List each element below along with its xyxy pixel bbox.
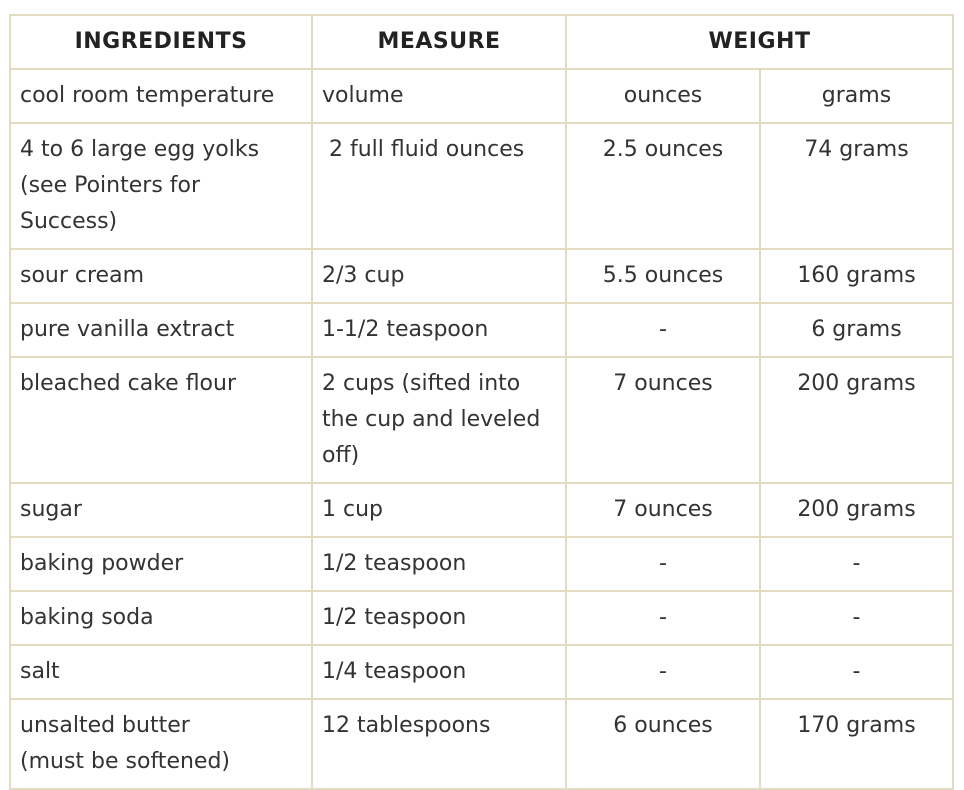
ingredient-cell: salt: [9, 644, 313, 700]
ingredient-cell: bleached cake flour: [9, 356, 313, 484]
subheader-ounces: ounces: [565, 68, 761, 124]
measure-cell: 1/4 teaspoon: [311, 644, 567, 700]
grams-cell: 170 grams: [759, 698, 954, 790]
measure-cell: 1/2 teaspoon: [311, 536, 567, 592]
measure-text: 1/4 teaspoon: [322, 659, 467, 684]
ingredients-table: INGREDIENTS MEASURE WEIGHT cool room tem…: [9, 14, 954, 790]
ingredient-cell: 4 to 6 large egg yolks (see Pointers for…: [9, 122, 313, 250]
ingredient-text: unsalted butter (must be softened): [20, 713, 230, 774]
grams-cell: -: [759, 590, 954, 646]
measure-cell: 12 tablespoons: [311, 698, 567, 790]
grams-cell: 200 grams: [759, 356, 954, 484]
header-measure: MEASURE: [311, 14, 567, 70]
ounces-cell: 2.5 ounces: [565, 122, 761, 250]
ingredient-text: 4 to 6 large egg yolks (see Pointers for…: [20, 137, 260, 234]
ounces-cell: -: [565, 590, 761, 646]
ingredient-text: sugar: [20, 497, 82, 522]
ingredient-text: bleached cake flour: [20, 371, 236, 396]
ingredient-cell: sour cream: [9, 248, 313, 304]
ingredient-text: salt: [20, 659, 60, 684]
table-row: 4 to 6 large egg yolks (see Pointers for…: [9, 122, 954, 250]
grams-cell: -: [759, 536, 954, 592]
header-row: INGREDIENTS MEASURE WEIGHT: [9, 14, 954, 70]
table-row: baking powder 1/2 teaspoon - -: [9, 536, 954, 592]
ounces-cell: -: [565, 644, 761, 700]
ounces-cell: 7 ounces: [565, 356, 761, 484]
ounces-cell: 5.5 ounces: [565, 248, 761, 304]
measure-cell: 1-1/2 teaspoon: [311, 302, 567, 358]
ingredient-text: baking soda: [20, 605, 154, 630]
subheader-measure: volume: [311, 68, 567, 124]
subheader-row: cool room temperature volume ounces gram…: [9, 68, 954, 124]
ingredient-cell: baking soda: [9, 590, 313, 646]
measure-text: 1-1/2 teaspoon: [322, 317, 489, 342]
measure-cell: 2 cups (sifted into the cup and leveled …: [311, 356, 567, 484]
subheader-ingredients: cool room temperature: [9, 68, 313, 124]
ingredient-text: pure vanilla extract: [20, 317, 235, 342]
measure-text: 2 full fluid ounces: [322, 137, 525, 162]
ingredient-cell: sugar: [9, 482, 313, 538]
ounces-cell: 6 ounces: [565, 698, 761, 790]
measure-text: 1/2 teaspoon: [322, 605, 467, 630]
table-row: sour cream 2/3 cup 5.5 ounces 160 grams: [9, 248, 954, 304]
table-row: sugar 1 cup 7 ounces 200 grams: [9, 482, 954, 538]
header-weight: WEIGHT: [565, 14, 954, 70]
measure-cell: 2/3 cup: [311, 248, 567, 304]
ounces-cell: -: [565, 302, 761, 358]
measure-text: 2 cups (sifted into the cup and leveled …: [322, 371, 541, 468]
ingredient-text: baking powder: [20, 551, 184, 576]
ounces-cell: -: [565, 536, 761, 592]
grams-cell: 6 grams: [759, 302, 954, 358]
measure-cell: 1 cup: [311, 482, 567, 538]
measure-cell: 1/2 teaspoon: [311, 590, 567, 646]
ingredient-cell: pure vanilla extract: [9, 302, 313, 358]
measure-text: 2/3 cup: [322, 263, 405, 288]
grams-cell: 160 grams: [759, 248, 954, 304]
grams-cell: 74 grams: [759, 122, 954, 250]
table-row: bleached cake flour 2 cups (sifted into …: [9, 356, 954, 484]
table-row: unsalted butter (must be softened) 12 ta…: [9, 698, 954, 790]
measure-text: 1 cup: [322, 497, 383, 522]
measure-text: 1/2 teaspoon: [322, 551, 467, 576]
grams-cell: -: [759, 644, 954, 700]
table-row: baking soda 1/2 teaspoon - -: [9, 590, 954, 646]
header-ingredients: INGREDIENTS: [9, 14, 313, 70]
ingredient-text: sour cream: [20, 263, 145, 288]
subheader-grams: grams: [759, 68, 954, 124]
table-row: pure vanilla extract 1-1/2 teaspoon - 6 …: [9, 302, 954, 358]
ingredient-cell: unsalted butter (must be softened): [9, 698, 313, 790]
ingredient-cell: baking powder: [9, 536, 313, 592]
measure-text: 12 tablespoons: [322, 713, 491, 738]
table-row: salt 1/4 teaspoon - -: [9, 644, 954, 700]
measure-cell: 2 full fluid ounces: [311, 122, 567, 250]
ounces-cell: 7 ounces: [565, 482, 761, 538]
grams-cell: 200 grams: [759, 482, 954, 538]
ingredients-table-container: INGREDIENTS MEASURE WEIGHT cool room tem…: [9, 14, 954, 790]
